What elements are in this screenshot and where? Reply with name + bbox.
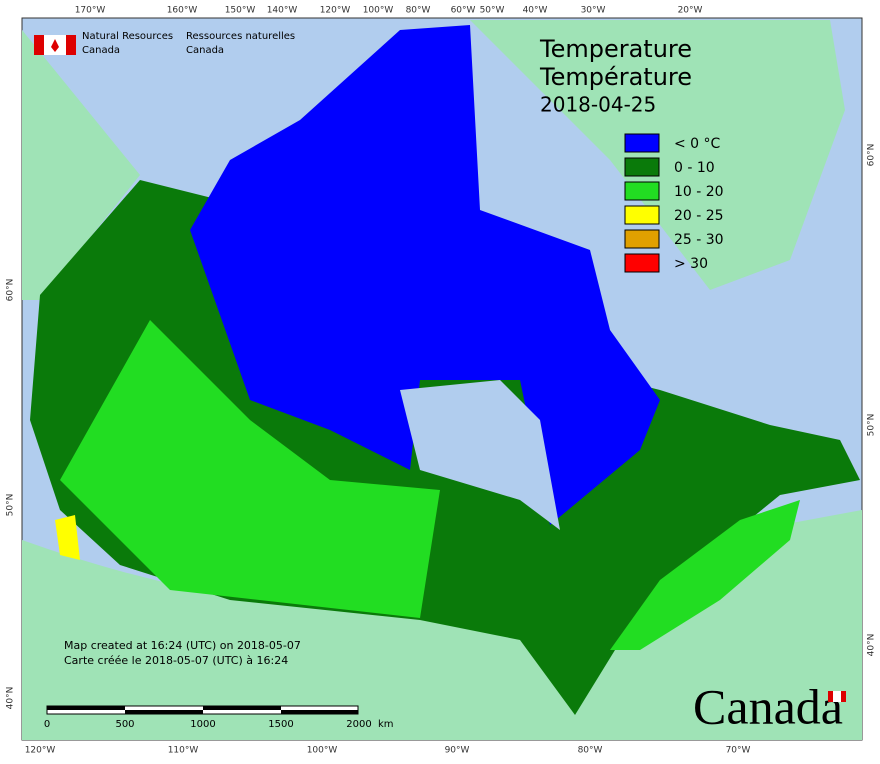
maple-leaf <box>51 39 59 52</box>
scale-unit: km <box>378 719 394 730</box>
longitude-label: 140°W <box>267 6 298 16</box>
longitude-label: 120°W <box>25 746 56 756</box>
legend-swatch <box>624 181 660 201</box>
longitude-label: 80°W <box>406 6 431 16</box>
legend-swatch <box>624 157 660 177</box>
longitude-label: 90°W <box>445 746 470 756</box>
org-fr-2: Canada <box>186 45 224 56</box>
latitude-label: 40°N <box>867 634 877 657</box>
scale-label: 2000 <box>346 719 371 730</box>
date: 2018-04-25 <box>540 93 656 117</box>
scale-label: 500 <box>115 719 134 730</box>
legend-label: > 30 <box>674 256 708 272</box>
scale-label: 1000 <box>190 719 215 730</box>
scale-label: 0 <box>44 719 50 730</box>
latitude-label: 50°N <box>6 494 16 517</box>
legend-swatch <box>624 229 660 249</box>
region-10-20 <box>60 320 440 618</box>
legend-label: 10 - 20 <box>674 184 724 200</box>
scale-bar-segment <box>281 710 358 714</box>
scale-bar <box>46 705 359 715</box>
scale-bar-segment <box>125 710 203 714</box>
latitude-label: 50°N <box>867 414 877 437</box>
longitude-label: 120°W <box>320 6 351 16</box>
legend-swatch <box>624 133 660 153</box>
org-en: Natural Resources <box>82 31 173 42</box>
wordmark: Canada <box>693 678 843 734</box>
longitude-label: 50°W <box>480 6 505 16</box>
credit: Carte créée le 2018-05-07 (UTC) à 16:24 <box>64 654 288 667</box>
credit: Map created at 16:24 (UTC) on 2018-05-07 <box>64 639 301 652</box>
latitude-label: 60°N <box>867 144 877 167</box>
legend-label: 25 - 30 <box>674 232 724 248</box>
region-10-20-east <box>610 500 800 650</box>
latitude-label: 40°N <box>6 687 16 710</box>
org-fr: Ressources naturelles <box>186 31 295 42</box>
longitude-label: 80°W <box>578 746 603 756</box>
org-en-2: Canada <box>82 45 120 56</box>
longitude-label: 170°W <box>75 6 106 16</box>
alaska <box>22 30 140 300</box>
scale-label: 1500 <box>268 719 293 730</box>
longitude-label: 70°W <box>726 746 751 756</box>
longitude-label: 150°W <box>225 6 256 16</box>
legend-swatch <box>624 253 660 273</box>
legend-label: 0 - 10 <box>674 160 715 176</box>
legend-label: 20 - 25 <box>674 208 724 224</box>
longitude-label: 60°W <box>451 6 476 16</box>
longitude-label: 160°W <box>167 6 198 16</box>
longitude-label: 100°W <box>307 746 338 756</box>
legend-label: < 0 °C <box>674 136 721 152</box>
region-below-0 <box>190 25 660 525</box>
title: Temperature <box>539 35 692 63</box>
longitude-label: 100°W <box>363 6 394 16</box>
scale-bar-segment <box>47 706 125 710</box>
greenland <box>470 20 845 290</box>
longitude-label: 20°W <box>678 6 703 16</box>
longitude-label: 40°W <box>523 6 548 16</box>
hudson-bay <box>400 380 560 530</box>
legend-swatch <box>624 205 660 225</box>
us-land <box>22 510 862 740</box>
longitude-label: 30°W <box>581 6 606 16</box>
scale-bar-segment <box>203 706 281 710</box>
region-20-25 <box>55 515 80 560</box>
longitude-label: 110°W <box>168 746 199 756</box>
wordmark-flag-center <box>833 691 841 702</box>
title-fr: Température <box>539 63 692 91</box>
latitude-label: 60°N <box>6 279 16 302</box>
